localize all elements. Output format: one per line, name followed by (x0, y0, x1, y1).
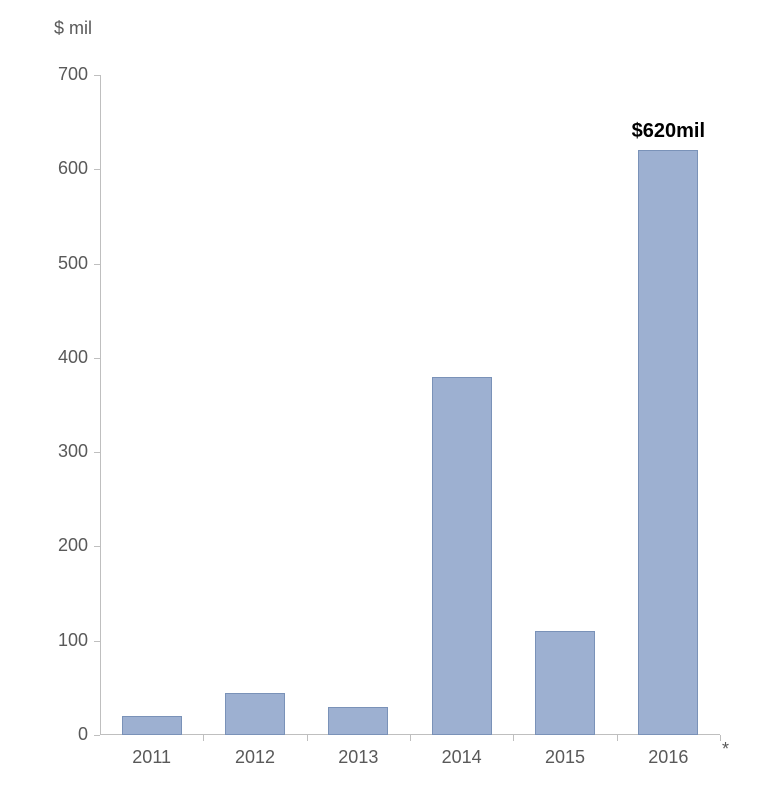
y-tick-mark (94, 358, 100, 359)
bar (328, 707, 388, 735)
x-tick-label: 2016 (638, 747, 698, 768)
x-tick-label: 2014 (432, 747, 492, 768)
y-tick-label: 200 (58, 535, 88, 556)
bar (432, 377, 492, 735)
x-tick-label: 2011 (122, 747, 182, 768)
bar-chart: $ mil 0 100 200 300 400 500 600 700 2011 2012 201… (0, 0, 758, 796)
x-tick-mark (617, 735, 618, 741)
x-tick-mark (307, 735, 308, 741)
x-tick-mark (513, 735, 514, 741)
y-tick-mark (94, 452, 100, 453)
y-tick-label: 100 (58, 630, 88, 651)
bar (225, 693, 285, 735)
bar (122, 716, 182, 735)
y-tick-label: 0 (78, 724, 88, 745)
y-tick-mark (94, 641, 100, 642)
x-tick-label: 2013 (328, 747, 388, 768)
y-tick-mark (94, 546, 100, 547)
y-tick-label: 600 (58, 158, 88, 179)
x-tick-mark (720, 735, 721, 741)
y-tick-mark (94, 75, 100, 76)
asterisk-note: * (722, 739, 729, 760)
y-tick-mark (94, 169, 100, 170)
y-tick-label: 700 (58, 64, 88, 85)
y-tick-label: 300 (58, 441, 88, 462)
x-tick-label: 2012 (225, 747, 285, 768)
x-tick-label: 2015 (535, 747, 595, 768)
y-tick-label: 500 (58, 253, 88, 274)
plot-area (100, 75, 720, 735)
bar (535, 631, 595, 735)
bar (638, 150, 698, 735)
data-label: $620mil (618, 120, 718, 143)
y-tick-label: 400 (58, 347, 88, 368)
y-tick-mark (94, 264, 100, 265)
x-tick-mark (410, 735, 411, 741)
y-axis-title: $ mil (54, 18, 92, 39)
y-tick-mark (94, 735, 100, 736)
x-tick-mark (203, 735, 204, 741)
